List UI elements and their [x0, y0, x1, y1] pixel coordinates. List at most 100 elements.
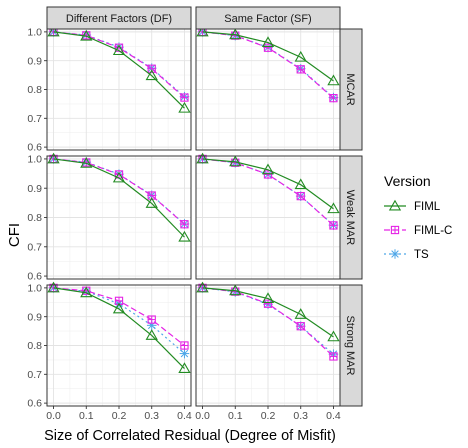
x-tick-label: 0.1 — [228, 410, 243, 422]
legend-item-fiml-c: FIML-C — [384, 225, 452, 237]
x-tick-label: 0.0 — [195, 410, 210, 422]
y-tick-label: 1.0 — [27, 282, 42, 294]
strip-strong-mar: Strong MAR — [339, 284, 363, 407]
axes-layer: 0.60.70.80.91.00.60.70.80.91.00.60.70.80… — [27, 26, 341, 422]
strip-background — [339, 155, 363, 280]
point-fiml-c — [263, 43, 273, 52]
legend-key-marker — [388, 199, 402, 211]
point-fiml — [178, 101, 191, 113]
panels-layer — [46, 25, 341, 407]
point-fiml — [196, 281, 209, 293]
series-line-fiml — [202, 287, 334, 338]
series-line-fiml — [53, 158, 185, 238]
point-fiml-c — [180, 220, 189, 229]
point-fiml-c — [329, 93, 338, 103]
legend-key-marker — [390, 225, 400, 235]
point-fiml — [327, 330, 340, 342]
y-tick-label: 0.9 — [27, 311, 42, 323]
point-fiml — [294, 308, 307, 319]
y-tick-label: 1.0 — [27, 154, 42, 166]
series-line-fiml — [53, 31, 185, 109]
x-tick-label: 0.0 — [46, 410, 61, 422]
point-fiml-c — [180, 341, 189, 350]
y-tick-label: 0.8 — [27, 212, 42, 224]
panel-strong-mar-different-factors-df — [46, 281, 192, 407]
point-fiml — [112, 171, 126, 183]
legend-title: Version — [384, 173, 431, 189]
point-ts — [179, 348, 190, 359]
series-line-fiml — [202, 158, 334, 210]
point-fiml — [261, 292, 275, 303]
point-fiml — [178, 230, 191, 242]
y-axis-title: CFI — [6, 223, 23, 247]
y-tick-label: 0.9 — [27, 183, 42, 195]
point-fiml — [145, 197, 158, 208]
point-fiml — [294, 178, 307, 190]
point-fiml — [261, 163, 275, 175]
y-tick-label: 0.8 — [27, 84, 42, 96]
legend: Version FIML FIML-C TS — [384, 173, 452, 261]
point-fiml — [327, 74, 340, 86]
point-fiml-c — [329, 352, 338, 361]
legend-item-fiml: FIML — [384, 199, 441, 213]
y-tick-label: 1.0 — [27, 26, 42, 38]
point-fiml-c — [180, 93, 189, 102]
strip-label: Different Factors (DF) — [66, 13, 172, 25]
point-fiml — [80, 286, 93, 298]
point-fiml — [47, 25, 60, 37]
panel-strong-mar-same-factor-sf — [195, 281, 341, 407]
y-tick-label: 0.7 — [27, 113, 42, 125]
x-tick-label: 0.2 — [112, 410, 127, 422]
panel-weak-mar-different-factors-df — [46, 152, 192, 280]
x-tick-label: 0.4 — [326, 410, 341, 422]
point-fiml-c — [263, 170, 273, 179]
legend-label: TS — [414, 249, 429, 261]
strip-background — [46, 6, 192, 30]
point-fiml — [145, 329, 158, 340]
x-tick-label: 0.2 — [261, 410, 276, 422]
legend-label: FIML — [414, 201, 441, 213]
strip-mcar: MCAR — [339, 28, 363, 151]
strip-label: MCAR — [344, 73, 356, 105]
point-fiml — [178, 362, 191, 373]
point-fiml-c — [263, 299, 273, 308]
point-fiml — [47, 281, 60, 293]
panel-mcar-different-factors-df — [46, 25, 192, 151]
point-fiml — [229, 155, 242, 167]
point-fiml — [80, 157, 93, 168]
strip-background — [339, 28, 363, 151]
y-tick-label: 0.6 — [27, 271, 42, 283]
y-tick-label: 0.7 — [27, 369, 42, 381]
strip-same-factor-sf: Same Factor (SF) — [195, 6, 341, 30]
point-fiml-c — [296, 322, 305, 331]
point-fiml-c — [147, 315, 156, 324]
y-tick-label: 0.6 — [27, 142, 42, 154]
series-line-fiml — [202, 31, 334, 82]
strip-label: Same Factor (SF) — [224, 13, 311, 25]
panel-weak-mar-same-factor-sf — [195, 152, 341, 280]
point-fiml-c — [296, 191, 305, 201]
strip-different-factors-df: Different Factors (DF) — [46, 6, 192, 30]
strip-weak-mar: Weak MAR — [339, 155, 363, 280]
point-fiml — [80, 29, 93, 41]
point-fiml-c — [329, 221, 338, 230]
point-fiml — [145, 69, 158, 81]
point-fiml — [112, 44, 126, 56]
legend-item-ts: TS — [384, 249, 429, 261]
x-tick-label: 0.3 — [144, 410, 159, 422]
point-fiml-c — [296, 65, 305, 74]
x-tick-label: 0.4 — [177, 410, 192, 422]
point-fiml — [261, 36, 275, 47]
x-tick-label: 0.1 — [79, 410, 94, 422]
panel-mcar-same-factor-sf — [195, 25, 341, 151]
strips-layer: Different Factors (DF) Same Factor (SF) MC… — [46, 6, 363, 407]
strip-label: Weak MAR — [344, 190, 356, 245]
x-tick-label: 0.3 — [293, 410, 308, 422]
legend-key-marker — [390, 249, 400, 259]
point-fiml — [112, 302, 126, 314]
x-axis-title: Size of Correlated Residual (Degree of M… — [44, 428, 336, 444]
point-fiml — [196, 25, 209, 37]
point-fiml — [196, 152, 209, 164]
point-fiml — [47, 152, 60, 164]
